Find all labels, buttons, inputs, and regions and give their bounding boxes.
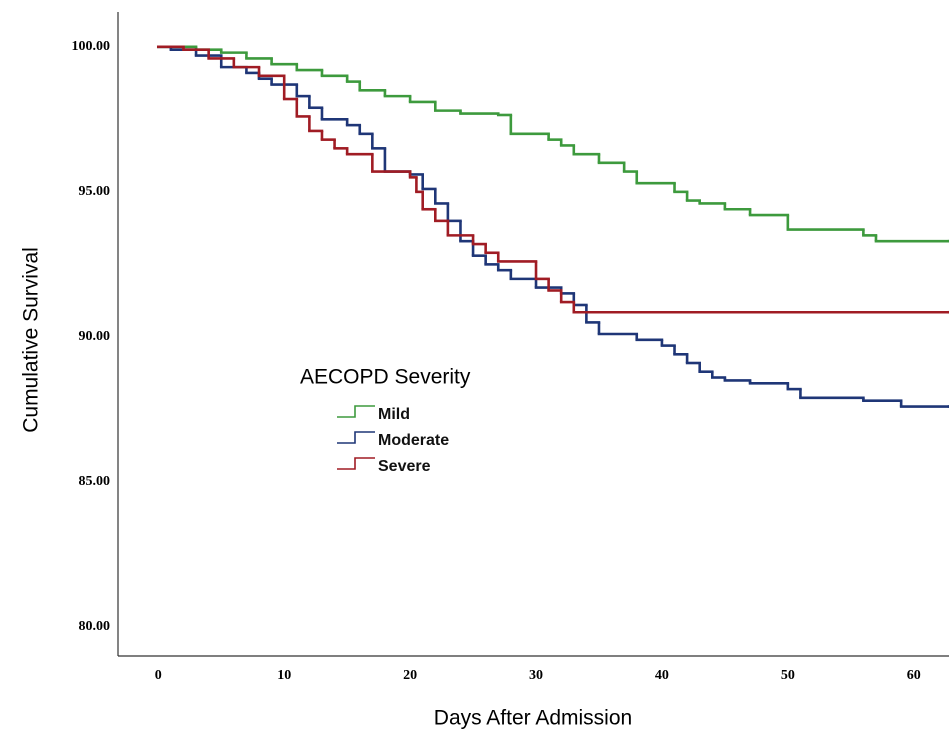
legend-title: AECOPD Severity: [300, 366, 471, 389]
y-tick-label: 95.00: [79, 184, 111, 199]
legend-icon: [337, 457, 375, 470]
x-tick-label: 10: [277, 668, 291, 683]
legend-label: Moderate: [378, 432, 449, 449]
y-axis-title: Cumulative Survival: [20, 247, 43, 433]
legend-icon: [337, 431, 375, 444]
x-tick-label: 60: [907, 668, 921, 683]
x-tick-label: 50: [781, 668, 795, 683]
legend-icon: [337, 405, 375, 418]
x-tick-label: 40: [655, 668, 669, 683]
x-tick-label: 0: [155, 668, 162, 683]
y-tick-label: 100.00: [72, 39, 111, 54]
x-tick-label: 30: [529, 668, 543, 683]
y-tick-label: 80.00: [79, 619, 111, 634]
legend-label: Mild: [378, 406, 410, 423]
x-tick-label: 20: [403, 668, 417, 683]
y-tick-label: 85.00: [79, 474, 111, 489]
y-tick-label: 90.00: [79, 329, 111, 344]
x-axis-title: Days After Admission: [434, 707, 632, 730]
legend-label: Severe: [378, 458, 431, 475]
